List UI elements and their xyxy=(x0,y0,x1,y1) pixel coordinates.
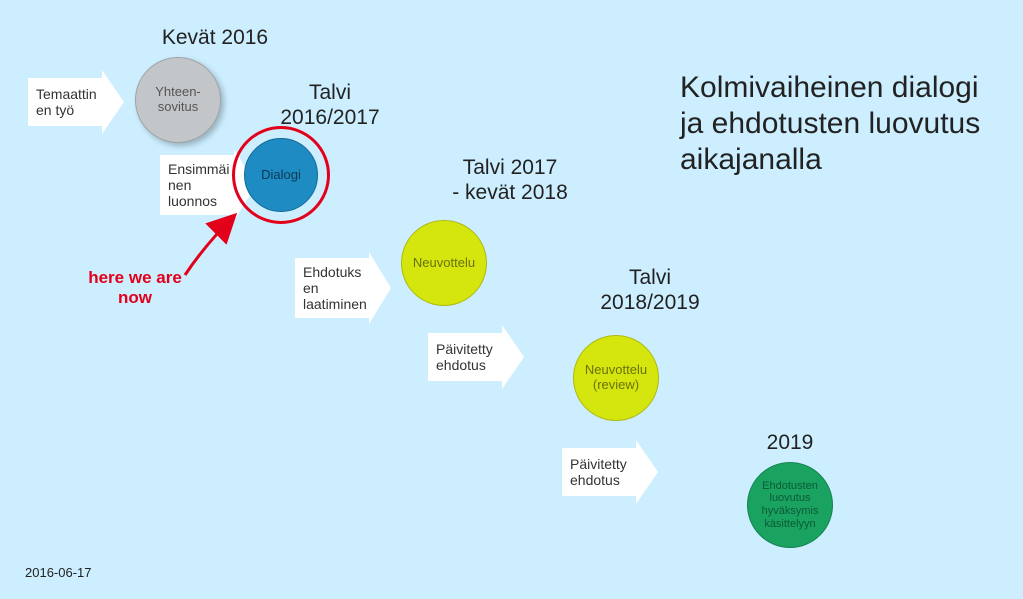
step-arrow-3: Ehdotuksenlaatiminen xyxy=(295,258,392,318)
phase-circle-neuvottelu-1: Neuvottelu xyxy=(401,220,487,306)
period-label-talvi1819: Talvi2018/2019 xyxy=(550,265,750,315)
step-arrow-2-label: Ensimmäinenluonnos xyxy=(168,161,229,209)
period-label-talvi1617: Talvi2016/2017 xyxy=(250,80,410,130)
step-arrow-4-label: Päivitettyehdotus xyxy=(436,341,493,373)
period-label-kevat2016: Kevät 2016 xyxy=(135,25,295,50)
period-label-2019: 2019 xyxy=(710,430,870,455)
phase-label: Yhteen-sovitus xyxy=(155,85,201,115)
phase-circle-yhteensovitus: Yhteen-sovitus xyxy=(135,57,221,143)
phase-label: Neuvottelu xyxy=(413,256,475,271)
footnote-date: 2016-06-17 xyxy=(25,565,92,580)
diagram-stage: Kolmivaiheinen dialogija ehdotusten luov… xyxy=(0,0,1023,599)
phase-label: Ehdotustenluovutushyväksymiskäsittelyyn xyxy=(762,480,819,531)
phase-circle-neuvottelu-2: Neuvottelu(review) xyxy=(573,335,659,421)
step-arrow-5: Päivitettyehdotus xyxy=(562,448,659,496)
phase-label: Dialogi xyxy=(261,168,301,183)
period-label-talvi1718: Talvi 2017- kevät 2018 xyxy=(400,155,620,205)
phase-circle-dialogi: Dialogi xyxy=(244,138,318,212)
phase-circle-ehdotusten: Ehdotustenluovutushyväksymiskäsittelyyn xyxy=(747,462,833,548)
here-we-are-callout: here we arenow xyxy=(75,268,195,309)
step-arrow-1-label: Temaattinen työ xyxy=(36,86,97,118)
page-title: Kolmivaiheinen dialogija ehdotusten luov… xyxy=(680,70,1020,178)
step-arrow-3-label: Ehdotuksenlaatiminen xyxy=(303,264,367,312)
step-arrow-1: Temaattinen työ xyxy=(28,78,125,126)
step-arrow-5-label: Päivitettyehdotus xyxy=(570,456,627,488)
phase-label: Neuvottelu(review) xyxy=(585,363,647,393)
step-arrow-4: Päivitettyehdotus xyxy=(428,333,525,381)
